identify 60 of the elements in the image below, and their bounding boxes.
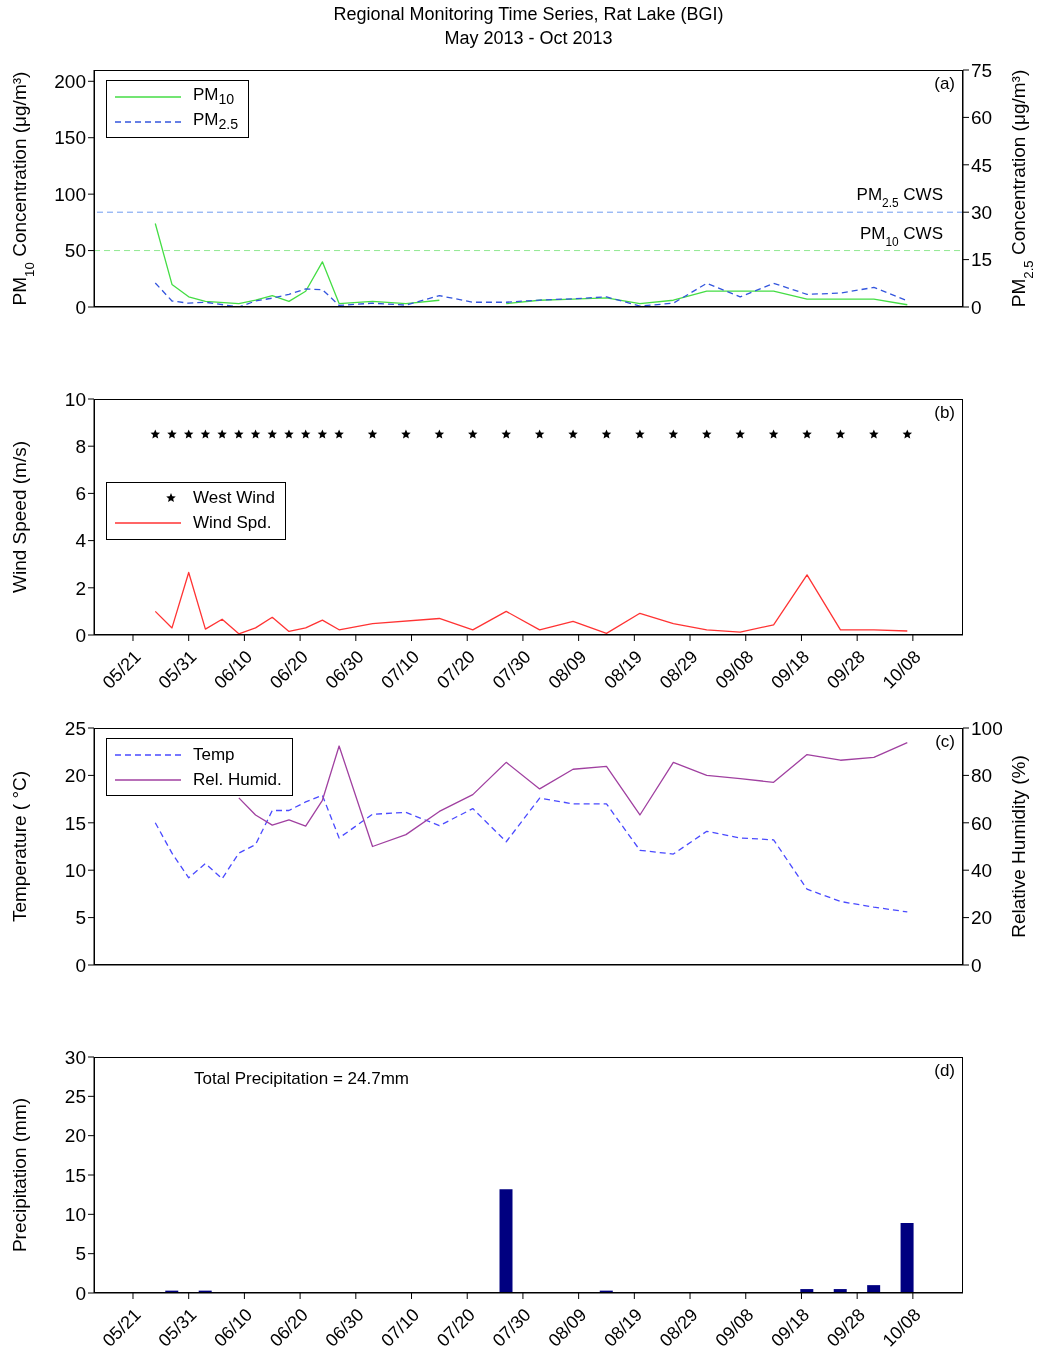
y2-tick-label: 20 xyxy=(971,907,993,929)
y-tick-label: 10 xyxy=(64,1204,86,1226)
legend-label: PM$_{2.5}$ xyxy=(193,110,239,133)
y2-tick-label: 60 xyxy=(971,107,993,129)
annotation: (b) xyxy=(934,403,955,423)
y-tick-label: 50 xyxy=(64,240,86,262)
y-tick-label: 150 xyxy=(54,127,86,149)
y-axis-title: Wind Speed (m/s) xyxy=(9,440,30,594)
y-axis-title: Precipitation (mm) xyxy=(9,1097,30,1253)
y-tick-label: 15 xyxy=(64,1164,86,1186)
legend-label: Rel. Humid. xyxy=(193,769,282,790)
legend-label: PM$_{10}$ xyxy=(193,85,235,108)
y2-tick-label: 75 xyxy=(971,59,993,81)
y2-tick-label: 0 xyxy=(971,296,982,318)
legend-label: West Wind xyxy=(193,488,275,509)
bar xyxy=(499,1189,513,1293)
y-tick-label: 20 xyxy=(64,1125,86,1147)
y2-axis-title: Relative Humidity (%) xyxy=(1008,755,1029,938)
line-series xyxy=(154,571,908,635)
y2-tick-label: 0 xyxy=(971,954,982,976)
line-series xyxy=(154,282,908,307)
y-tick-label: 30 xyxy=(64,1046,86,1068)
bar xyxy=(900,1222,914,1293)
annotation: Total Precipitation = 24.7mm xyxy=(194,1069,409,1089)
y2-tick-label: 40 xyxy=(971,859,993,881)
y-tick-label: 15 xyxy=(64,812,86,834)
y-tick-label: 8 xyxy=(75,435,86,457)
ref-line-label: PM$_{10}$ CWS xyxy=(859,223,943,249)
y2-tick-label: 60 xyxy=(971,812,993,834)
ref-line-label: PM$_{2.5}$ CWS xyxy=(856,185,943,211)
y-tick-label: 20 xyxy=(64,765,86,787)
y-tick-label: 0 xyxy=(75,1282,86,1304)
y-tick-label: 100 xyxy=(54,183,86,205)
y-tick-label: 4 xyxy=(75,530,87,552)
y-tick-label: 6 xyxy=(75,483,86,505)
chart-subtitle: May 2013 - Oct 2013 xyxy=(443,28,614,49)
annotation: (d) xyxy=(934,1061,955,1081)
y2-tick-label: 30 xyxy=(971,201,993,223)
y2-tick-label: 100 xyxy=(971,717,1003,739)
y-tick-label: 10 xyxy=(64,388,86,410)
y2-tick-label: 80 xyxy=(971,765,993,787)
y-tick-label: 25 xyxy=(64,717,86,739)
y2-tick-label: 45 xyxy=(971,154,993,176)
chart-title: Regional Monitoring Time Series, Rat Lake (BGI) xyxy=(332,4,725,25)
legend-label: Temp xyxy=(193,744,235,765)
y-axis-title: Temperature ( °C) xyxy=(9,770,30,923)
y-tick-label: 0 xyxy=(75,624,86,646)
annotation: (a) xyxy=(934,74,955,94)
y-tick-label: 5 xyxy=(75,1243,86,1265)
y-tick-label: 200 xyxy=(54,71,86,93)
annotation: (c) xyxy=(935,732,955,752)
y-tick-label: 0 xyxy=(75,296,86,318)
y-tick-label: 5 xyxy=(75,907,86,929)
y-tick-label: 10 xyxy=(64,859,86,881)
y2-tick-label: 15 xyxy=(971,249,993,271)
y-tick-label: 2 xyxy=(75,577,86,599)
y-tick-label: 25 xyxy=(64,1086,86,1108)
legend-label: Wind Spd. xyxy=(193,513,272,534)
line-series xyxy=(154,794,908,913)
y-tick-label: 0 xyxy=(75,954,86,976)
